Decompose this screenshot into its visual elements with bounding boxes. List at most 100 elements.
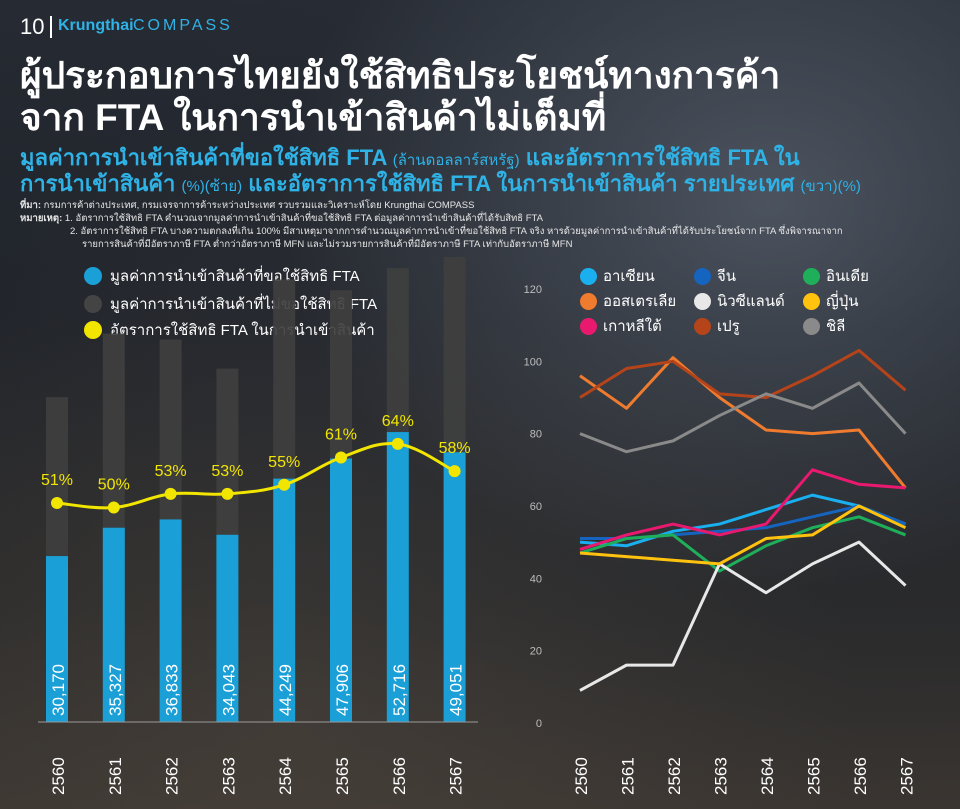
bar-used [159,519,182,722]
x-tick-label: 2567 [898,757,917,795]
bar-used [330,458,352,722]
bar-not-used [159,339,182,520]
x-tick-label: 2563 [712,757,731,795]
legend-swatch [694,292,711,310]
logo-krungthai: Krungthai [58,17,134,34]
bar-value-label: 52,716 [390,664,409,716]
legend-label: นิวซีแลนด์ [717,293,785,310]
legend-swatch [694,317,711,335]
bar-not-used [273,279,296,479]
logo-compass: COMPASS [133,17,233,34]
legend-label: ญี่ปุ่น [826,293,859,310]
rate-point [51,497,63,509]
x-tick-label: 2567 [447,757,466,795]
x-tick-label: 2564 [276,757,295,795]
bar-not-used [330,290,352,459]
logo-separator [50,16,52,38]
bar-used [46,556,68,722]
legend-swatch [84,295,102,313]
legend-swatch [580,292,597,310]
legend-label: ออสเตรเลีย [603,293,677,310]
legend-swatch [84,267,102,285]
subtitle-line2-unit2: (ขวา)(%) [800,178,861,195]
legend-item-fta-rate: อัตราการใช้สิทธิ FTA ในการนำเข้าสินค้า [84,318,375,342]
bar-value-label: 35,327 [106,664,125,716]
remark-label: หมายเหตุ: [20,213,63,224]
rate-label: 64% [382,413,414,430]
legend-swatch [694,267,711,285]
legend-item-fta-not-used: มูลค่าการนำเข้าสินค้าที่ไม่ขอใช้สิทธิ FT… [84,292,377,316]
bar-used [102,527,125,722]
bar-value-label: 36,833 [163,664,182,716]
x-tick-label: 2561 [619,757,638,795]
remark-note-2a: 2. อัตราการใช้สิทธิ FTA บางความตกลงที่เก… [70,226,843,237]
legend-item-australia: ออสเตรเลีย [580,289,676,313]
legend-item-new-zealand: นิวซีแลนด์ [694,289,785,313]
bar-not-used [443,256,466,453]
subtitle-line1-unit: (ล้านดอลลาร์สหรัฐ) [392,152,520,169]
x-tick-label: 2566 [851,757,870,795]
subtitle-line2-main: การนำเข้าสินค้า [20,171,182,196]
legend-swatch [84,321,102,339]
legend-label: เปรู [717,318,740,335]
x-tick-label: 2562 [665,757,684,795]
series-line [579,504,907,566]
bar-used [386,432,409,722]
rate-point [391,437,404,450]
rate-point [278,478,291,491]
x-tick-label: 2565 [333,757,352,795]
source-text: กรมการค้าต่างประเทศ, กรมเจรจาการค้าระหว่… [41,200,475,211]
x-tick-label: 2560 [49,757,68,795]
source-note: ที่มา: กรมการค้าต่างประเทศ, กรมเจรจาการค… [20,200,474,212]
legend-swatch [803,292,820,310]
remark-note-1: หมายเหตุ: 1. อัตราการใช้สิทธิ FTA คำนวณจ… [20,213,543,225]
subtitle-line1-main: มูลค่าการนำเข้าสินค้าที่ขอใช้สิทธิ FTA [20,145,393,170]
rate-label: 50% [98,477,130,494]
remark-1-text: 1. อัตราการใช้สิทธิ FTA คำนวณจากมูลค่ากา… [62,213,543,224]
series-line [579,468,906,551]
series-line [579,348,907,399]
rate-label: 53% [155,463,187,480]
legend-label: มูลค่าการนำเข้าสินค้าที่ขอใช้สิทธิ FTA [110,268,360,285]
subtitle-line1: มูลค่าการนำเข้าสินค้าที่ขอใช้สิทธิ FTA (… [20,146,800,173]
legend-label: อินเดีย [826,268,869,285]
legend-item-asean: อาเซียน [580,264,655,288]
legend-swatch [803,317,820,335]
legend-item-chile: ชิลี [803,314,845,338]
legend-label: ชิลี [826,318,846,335]
series-line [579,515,907,573]
remark-note-2b: รายการสินค้าที่มีอัตราภาษี FTA ต่ำกว่าอั… [82,239,573,250]
legend-item-china: จีน [694,264,736,288]
bar-value-label: 49,051 [447,664,466,716]
series-line [579,356,907,489]
legend-item-fta-used: มูลค่าการนำเข้าสินค้าที่ขอใช้สิทธิ FTA [84,264,360,288]
page-title-line1: ผู้ประกอบการไทยยังใช้สิทธิประโยชน์ทางการ… [20,55,781,96]
legend-label: เกาหลีใต้ [603,318,662,335]
subtitle-line2-tail: และอัตราการใช้สิทธิ FTA ในการนำเข้าสินค้… [242,171,801,196]
legend-swatch [803,267,820,285]
bar-used [443,452,466,722]
bar-used [273,478,296,722]
legend-label: อัตราการใช้สิทธิ FTA ในการนำเข้าสินค้า [110,322,375,339]
bar-value-label: 30,170 [49,664,68,716]
rate-point [164,487,177,500]
x-tick-label: 2566 [390,757,409,795]
rate-label: 51% [41,472,73,489]
bar-not-used [46,397,68,557]
rate-point [221,487,234,500]
page-title-line2: จาก FTA ในการนำเข้าสินค้าไม่เต็มที่ [20,97,607,138]
rate-label: 53% [211,463,243,480]
series-line [579,493,907,548]
y-tick-label: 0 [536,718,542,730]
rate-label: 61% [325,427,357,444]
rate-label: 55% [268,454,300,471]
bar-used [216,534,239,722]
y-tick-label: 120 [524,284,542,296]
x-tick-label: 2564 [758,757,777,795]
legend-item-south-korea: เกาหลีใต้ [580,314,662,338]
legend-item-peru: เปรู [694,314,740,338]
y-tick-label: 40 [530,573,542,585]
legend-label: อาเซียน [603,268,655,285]
rate-point [448,465,461,478]
